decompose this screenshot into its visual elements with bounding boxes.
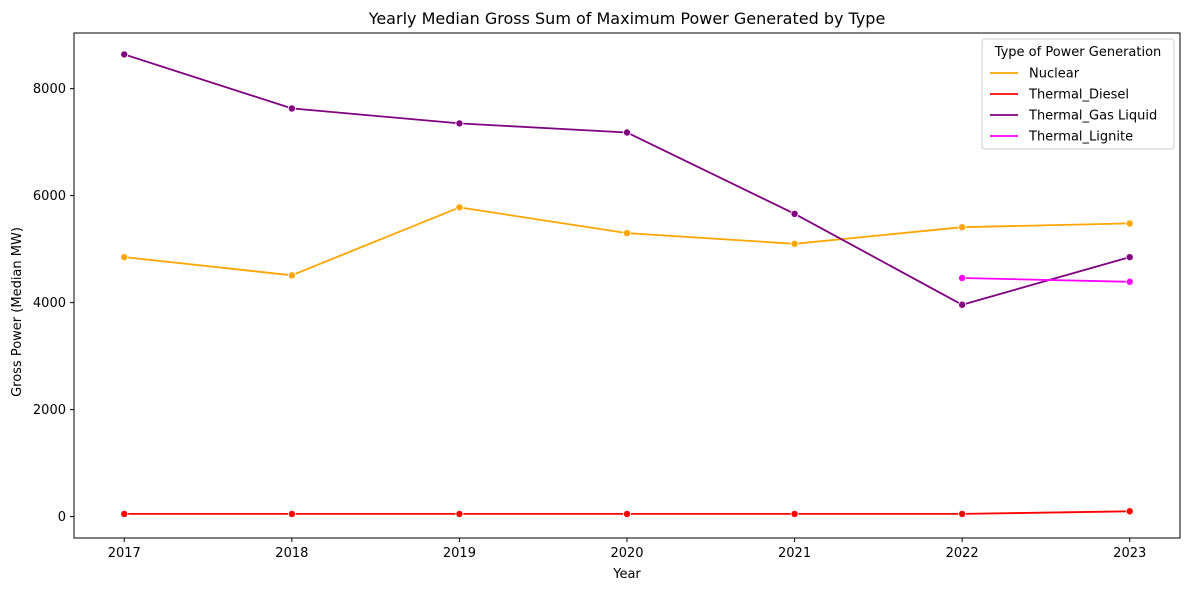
data-point-nuclear (120, 253, 129, 262)
data-point-thermal-gas-liquid (958, 300, 967, 309)
data-point-thermal-diesel (120, 509, 129, 518)
series-line-thermal-gas-liquid (124, 53, 1130, 306)
y-tick-label: 8000 (33, 82, 66, 97)
data-point-thermal-gas-liquid (1125, 253, 1134, 262)
x-tick-label: 2023 (1113, 546, 1146, 561)
data-point-nuclear (287, 271, 296, 280)
data-point-thermal-gas-liquid (120, 50, 129, 59)
x-tick-label: 2017 (108, 546, 141, 561)
data-point-thermal-diesel (623, 509, 632, 518)
legend: Type of Power Generation Nuclear Thermal_D… (981, 38, 1175, 150)
legend-label: Thermal_Gas Liquid (1028, 109, 1157, 124)
legend-title: Type of Power Generation (994, 45, 1162, 60)
data-point-thermal-diesel (287, 509, 296, 518)
x-axis-label: Year (612, 567, 641, 582)
y-axis-label: Gross Power (Median MW) (10, 227, 25, 397)
x-tick-label: 2018 (275, 546, 308, 561)
x-tick-label: 2019 (443, 546, 476, 561)
data-point-thermal-diesel (958, 509, 967, 518)
legend-label: Nuclear (1029, 67, 1080, 82)
chart-title: Yearly Median Gross Sum of Maximum Power… (368, 9, 886, 28)
data-point-thermal-gas-liquid (623, 128, 632, 137)
data-point-thermal-gas-liquid (790, 209, 799, 218)
x-tick-label: 2020 (610, 546, 643, 561)
data-point-thermal-gas-liquid (455, 119, 464, 128)
legend-box (981, 38, 1175, 150)
data-point-nuclear (455, 203, 464, 212)
legend-label: Thermal_Diesel (1028, 88, 1129, 103)
y-tick-label: 2000 (33, 403, 66, 418)
series-line-nuclear (124, 206, 1130, 277)
legend-label: Thermal_Lignite (1028, 130, 1133, 145)
data-point-thermal-lignite (1125, 277, 1134, 286)
data-point-thermal-diesel (790, 509, 799, 518)
x-tick-label: 2022 (946, 546, 979, 561)
plot-area: 2017 2018 2019 2020 2021 2022 2023 0 2000 4000 600… (33, 32, 1181, 561)
y-tick-label: 0 (58, 510, 66, 525)
data-point-nuclear (790, 239, 799, 248)
y-tick-label: 4000 (33, 296, 66, 311)
data-point-thermal-gas-liquid (287, 104, 296, 113)
y-tick-label: 6000 (33, 189, 66, 204)
data-point-thermal-diesel (1125, 507, 1134, 516)
data-point-thermal-diesel (455, 509, 464, 518)
x-tick-label: 2021 (778, 546, 811, 561)
data-point-nuclear (623, 229, 632, 238)
data-point-thermal-lignite (958, 274, 967, 283)
data-point-nuclear (958, 223, 967, 232)
data-point-nuclear (1125, 219, 1134, 228)
series-line-thermal-lignite (962, 277, 1130, 283)
